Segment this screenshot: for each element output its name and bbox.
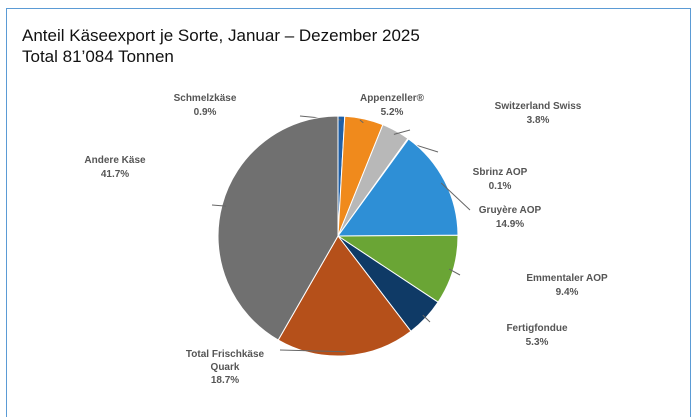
pie-slice	[337, 138, 459, 237]
slice-label: Appenzeller®	[359, 93, 425, 104]
slice-value: 9.4%	[555, 287, 579, 298]
leader-line	[448, 268, 461, 276]
pie-slice	[217, 115, 339, 341]
slice-label: Gruyère AOP	[478, 205, 542, 216]
slice-label: Total Frischkäse Quark	[185, 349, 265, 373]
chart-title: Anteil Käseexport je Sorte, Januar – Dez…	[22, 26, 420, 45]
slice-value: 18.7%	[210, 375, 240, 386]
leader-line	[440, 182, 471, 211]
slice-value: 14.9%	[495, 219, 525, 230]
slice-label: Schmelzkäse	[173, 93, 237, 104]
slice-value: 3.8%	[526, 115, 550, 126]
pie-slice	[277, 235, 412, 357]
frame	[6, 8, 691, 417]
leader-line	[393, 129, 411, 135]
leader-line	[359, 119, 364, 124]
leader-line	[211, 204, 226, 207]
slice-value: 5.3%	[525, 337, 549, 348]
leader-line	[422, 314, 431, 323]
slice-label: Fertigfondue	[506, 323, 568, 334]
slice-value: 41.7%	[100, 169, 130, 180]
slice-value: 0.9%	[193, 107, 217, 118]
slice-value: 0.1%	[488, 181, 512, 192]
slice-value: 5.2%	[380, 107, 404, 118]
leader-line	[279, 349, 346, 353]
slice-label: Andere Käse	[84, 155, 146, 166]
chart-subtitle: Total 81’084 Tonnen	[22, 47, 174, 66]
slice-label: Switzerland Swiss	[494, 101, 582, 112]
slice-label: Sbrinz AOP	[472, 167, 528, 178]
slice-label: Emmentaler AOP	[526, 273, 608, 284]
